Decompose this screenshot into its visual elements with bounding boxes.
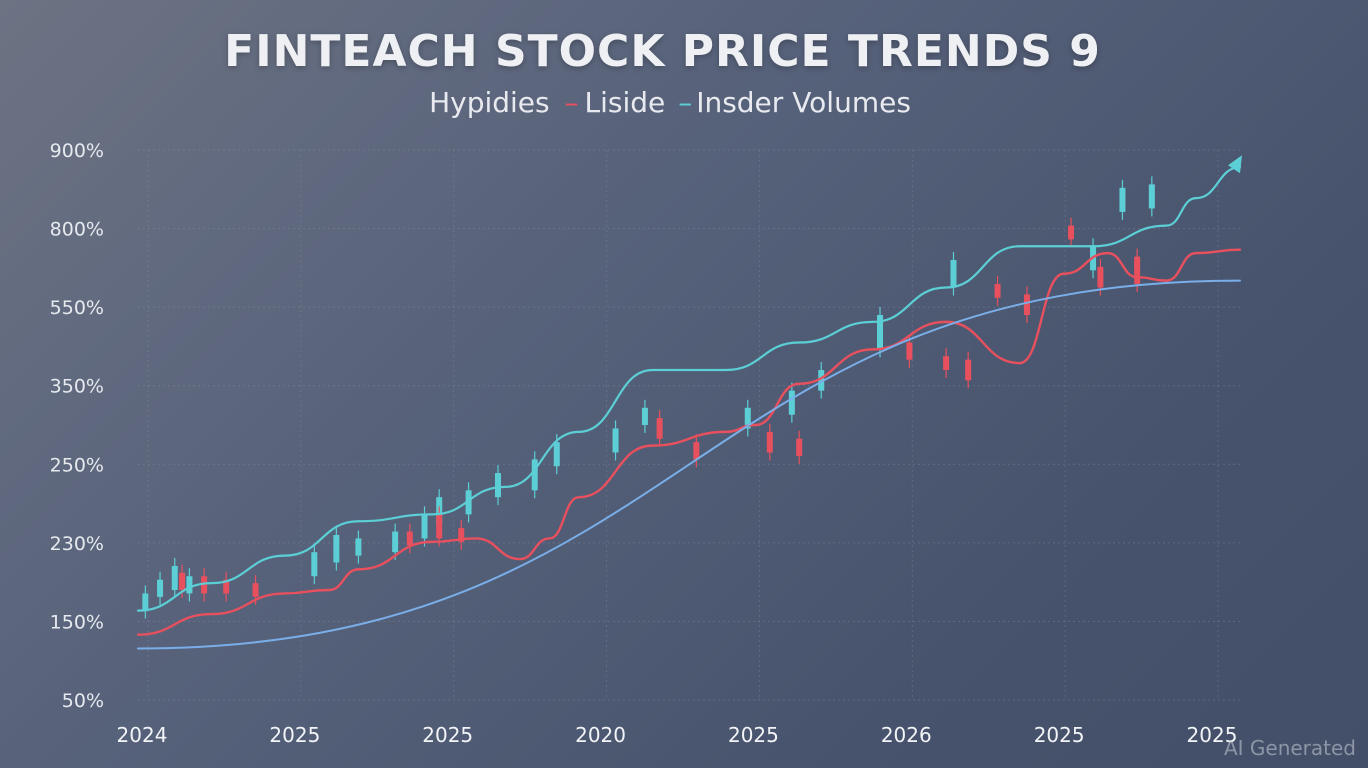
candle-down xyxy=(965,359,972,381)
candle-up xyxy=(818,370,825,391)
legend-item-liside: Liside xyxy=(584,86,666,119)
x-axis-ticks: 2024 2025 2025 2020 2025 2026 2025 2025 xyxy=(117,723,1238,747)
candle-down xyxy=(766,431,773,453)
candle-up xyxy=(1119,187,1126,212)
candle-down xyxy=(1023,294,1030,315)
watermark: AI Generated xyxy=(1223,736,1356,760)
y-tick-label: 900% xyxy=(50,140,104,162)
candle-down xyxy=(1134,256,1141,285)
x-tick-label: 2025 xyxy=(728,723,779,747)
legend-item-hypidies: Hypidies xyxy=(429,86,550,119)
candle-up xyxy=(641,407,648,425)
y-tick-label: 350% xyxy=(50,376,104,398)
x-tick-label: 2024 xyxy=(117,723,168,747)
y-tick-label: 550% xyxy=(50,297,104,319)
candle-down xyxy=(796,438,803,456)
candle-up xyxy=(171,565,178,590)
candle-down xyxy=(943,356,950,370)
candle-up xyxy=(355,538,362,556)
candle-up xyxy=(612,428,619,453)
candle-up xyxy=(788,390,795,415)
y-tick-label: 800% xyxy=(50,219,104,241)
legend: Hypidies – Liside – Insder Volumes xyxy=(0,86,1340,119)
candle-up xyxy=(494,473,501,498)
grid-lines xyxy=(138,149,1240,701)
y-tick-label: 230% xyxy=(50,533,104,555)
x-tick-label: 2025 xyxy=(1187,723,1238,747)
candle-down xyxy=(252,583,259,597)
candle-up xyxy=(950,260,957,288)
candle-down xyxy=(223,579,230,594)
candle-down xyxy=(436,514,443,539)
x-tick-label: 2025 xyxy=(422,723,473,747)
y-tick-label: 50% xyxy=(62,690,104,712)
candle-up xyxy=(744,407,751,429)
candle-up xyxy=(186,576,193,594)
candle-down xyxy=(693,442,700,460)
candle-down xyxy=(656,418,663,439)
x-tick-label: 2020 xyxy=(575,723,626,747)
candle-up xyxy=(392,531,399,553)
candle-up xyxy=(142,593,149,611)
series-lines xyxy=(136,155,1242,650)
candle-down xyxy=(406,531,413,546)
candle-down xyxy=(179,572,186,590)
x-tick-label: 2025 xyxy=(1034,723,1085,747)
candle-down xyxy=(906,342,913,360)
y-axis-ticks: 900% 800% 550% 350% 250% 230% 150% 50% xyxy=(50,140,104,712)
candle-down xyxy=(1097,266,1104,288)
candle-up xyxy=(465,490,472,515)
legend-teal-swatch: – xyxy=(678,86,693,119)
legend-item-insder-volumes: Insder Volumes xyxy=(696,86,911,119)
candle-up xyxy=(531,459,538,491)
series-line-insder-volumes xyxy=(136,166,1242,612)
y-tick-label: 250% xyxy=(50,454,104,476)
candle-down xyxy=(1068,225,1075,240)
x-tick-label: 2026 xyxy=(881,723,932,747)
y-tick-label: 150% xyxy=(50,611,104,633)
trend-arrow-head xyxy=(1228,155,1242,174)
series-line-liside xyxy=(136,248,1242,636)
x-tick-label: 2025 xyxy=(269,723,320,747)
candle-up xyxy=(877,315,884,350)
candle-up xyxy=(311,552,318,577)
series-line-hypidies xyxy=(137,279,1241,650)
candle-down xyxy=(458,528,465,542)
candle-up xyxy=(553,442,560,467)
candle-up xyxy=(1148,184,1155,209)
candle-up xyxy=(421,514,428,539)
legend-red-swatch: – xyxy=(564,86,579,119)
chart-title: FINTEACH STOCK PRICE TRENDS 9 xyxy=(224,26,1101,77)
candle-up xyxy=(157,579,164,597)
candle-down xyxy=(201,576,208,594)
candle-up xyxy=(333,535,340,563)
candlesticks xyxy=(142,176,1155,619)
candle-down xyxy=(994,284,1001,298)
